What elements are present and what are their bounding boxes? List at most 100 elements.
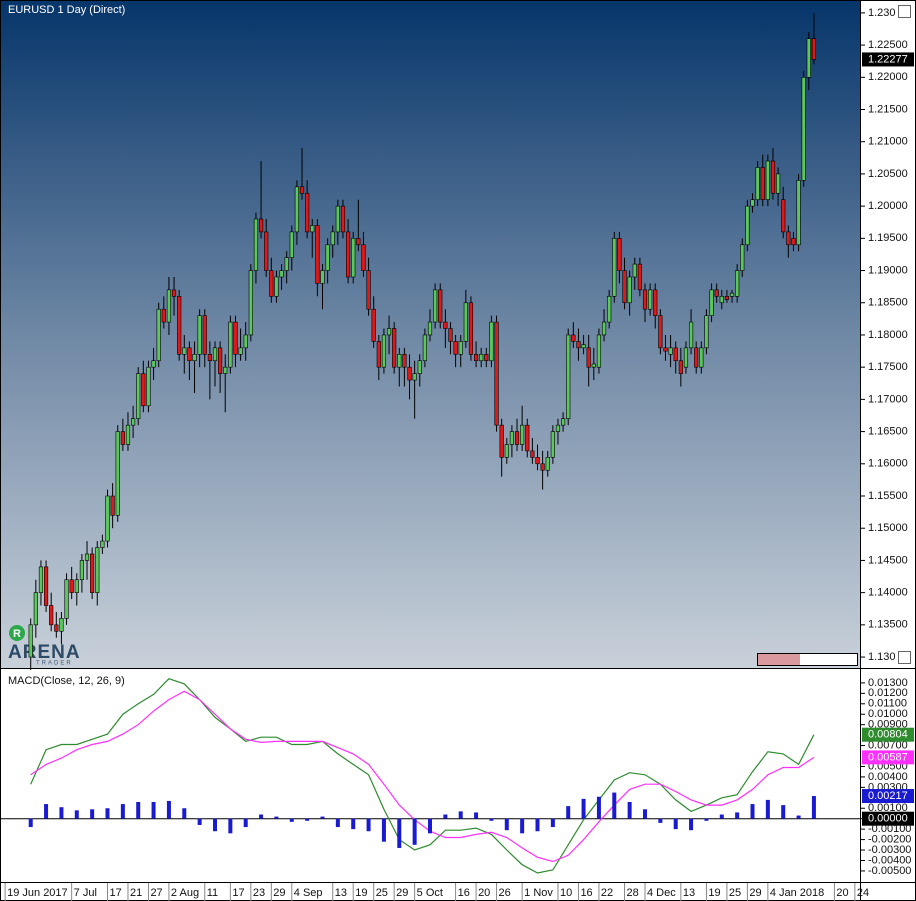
- x-tick-label: 29: [273, 887, 285, 899]
- x-tick-label: 13: [335, 887, 347, 899]
- candle-body: [443, 321, 448, 329]
- x-tick-label: 19 Jun 2017: [7, 887, 68, 899]
- histogram-bar: [612, 792, 617, 819]
- candle-body: [74, 579, 79, 593]
- y-tick-label: 1.19000: [868, 264, 908, 276]
- x-tick-label: 4 Dec: [647, 887, 676, 899]
- y-tick-label: 1.16500: [868, 425, 908, 437]
- candle-body: [448, 328, 453, 342]
- y-tick-label: 1.14500: [868, 554, 908, 566]
- candle-body: [125, 424, 131, 445]
- candle-body: [489, 321, 494, 362]
- candle-body: [571, 334, 576, 342]
- candle-body: [663, 347, 668, 352]
- candle-body: [617, 238, 622, 271]
- candle-body: [417, 360, 422, 374]
- x-tick-label: 11: [207, 887, 218, 899]
- candle-body: [688, 321, 694, 349]
- y-tick-label: 1.22500: [868, 39, 908, 51]
- candle-body: [422, 334, 427, 362]
- histogram-bar: [228, 818, 233, 834]
- candle-body: [438, 289, 443, 323]
- last-value-box: [862, 727, 914, 742]
- histogram-bar: [120, 804, 125, 819]
- candle-body: [376, 341, 381, 368]
- candle-body: [310, 225, 315, 233]
- candle-body: [243, 334, 248, 349]
- candle-body: [550, 431, 555, 458]
- x-tick-label: 17: [232, 887, 244, 899]
- histogram-bar: [535, 818, 540, 832]
- candle-body: [740, 244, 745, 271]
- candle-body: [284, 257, 289, 271]
- candle-body: [366, 270, 371, 310]
- scale-button[interactable]: [898, 5, 911, 18]
- candle-body: [699, 347, 704, 368]
- x-tick-label: 5 Oct: [417, 887, 443, 899]
- candle-body: [54, 624, 59, 632]
- candle-body: [115, 431, 120, 516]
- x-tick-label: 17: [110, 887, 122, 899]
- x-tick-label: 28: [627, 887, 639, 899]
- candle-body: [146, 366, 151, 407]
- candle-body: [781, 199, 786, 233]
- candle-body: [745, 205, 750, 246]
- logo-name: ARENA: [8, 642, 81, 663]
- candle-body: [535, 457, 540, 465]
- x-tick-label: 2 Aug: [171, 887, 199, 899]
- candle-body: [791, 238, 796, 246]
- x-tick-label: 1 Nov: [524, 887, 553, 899]
- histogram-bar: [335, 818, 340, 828]
- y-tick-label: 1.22000: [868, 71, 908, 83]
- candle-body: [719, 296, 724, 304]
- candle-body: [305, 192, 310, 233]
- histogram-bar: [750, 804, 755, 819]
- histogram-bar: [796, 815, 801, 819]
- candle-body: [545, 457, 550, 471]
- candle-body: [33, 592, 38, 626]
- scrollbar-thumb[interactable]: [758, 654, 800, 665]
- logo-tagline: TRADER: [36, 661, 73, 667]
- candle-body: [704, 315, 709, 349]
- indicator-line: [30, 690, 815, 863]
- candle-body: [566, 334, 571, 420]
- histogram-bar: [351, 818, 356, 830]
- candle-body: [264, 231, 269, 271]
- x-tick-label: 7 Jul: [74, 887, 97, 899]
- y-tick-label: 1.17000: [868, 393, 908, 405]
- candle-body: [407, 366, 412, 381]
- x-tick-label: 29: [749, 887, 761, 899]
- candle-body: [612, 238, 617, 297]
- candle-body: [525, 424, 530, 452]
- candle-body: [289, 231, 294, 258]
- y-tick-label: 0.00400: [868, 771, 908, 783]
- histogram-bar: [520, 818, 525, 834]
- candle-body: [346, 231, 351, 278]
- candle-body: [38, 566, 44, 593]
- candle-body: [433, 289, 438, 323]
- candle-body: [84, 553, 90, 561]
- candle-body: [724, 296, 729, 300]
- candle-body: [49, 605, 54, 626]
- candle-body: [315, 225, 320, 284]
- candle-body: [504, 444, 509, 458]
- candle-body: [811, 38, 817, 60]
- histogram-bar: [151, 801, 156, 819]
- histogram-bar: [504, 818, 509, 831]
- x-tick-label: 25: [376, 887, 388, 899]
- y-tick-label: 1.13500: [868, 619, 908, 631]
- scale-button[interactable]: [898, 651, 911, 664]
- candle-body: [192, 353, 197, 362]
- x-tick-label: 25: [729, 887, 741, 899]
- candle-body: [177, 296, 182, 355]
- candle-body: [586, 347, 591, 368]
- candle-body: [64, 579, 69, 619]
- histogram-bar: [320, 816, 325, 819]
- histogram-bar: [305, 818, 310, 821]
- y-tick-label: 1.17500: [868, 361, 908, 373]
- y-tick-label: -0.00200: [868, 833, 911, 845]
- logo-badge: [9, 625, 25, 641]
- candle-body: [673, 347, 678, 362]
- histogram-bar: [673, 818, 678, 830]
